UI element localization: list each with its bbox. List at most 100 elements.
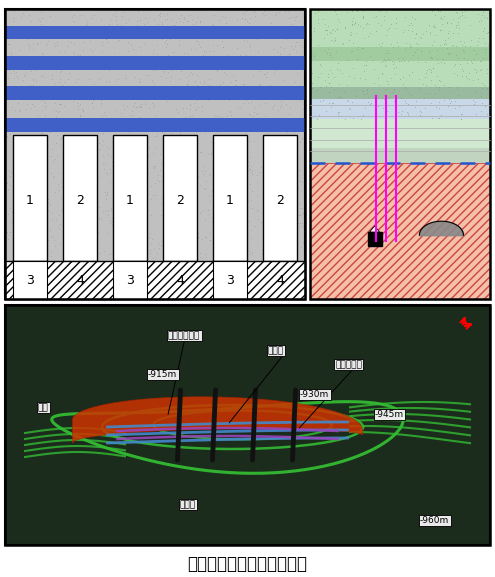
Point bbox=[420, 93, 428, 103]
Point bbox=[9, 66, 17, 76]
Point bbox=[194, 233, 202, 242]
Point bbox=[37, 38, 45, 47]
Point bbox=[65, 253, 73, 263]
Point bbox=[264, 124, 272, 133]
Point bbox=[288, 240, 296, 249]
Point bbox=[229, 193, 237, 203]
Point bbox=[411, 33, 419, 42]
Point bbox=[261, 200, 269, 209]
Point bbox=[34, 39, 42, 48]
Point bbox=[370, 13, 378, 22]
Point bbox=[261, 125, 269, 134]
Point bbox=[131, 287, 139, 297]
Text: 1: 1 bbox=[126, 194, 134, 207]
Point bbox=[414, 58, 422, 67]
Point bbox=[9, 148, 17, 158]
Point bbox=[179, 92, 187, 102]
Point bbox=[183, 178, 191, 188]
Point bbox=[297, 120, 305, 129]
Point bbox=[387, 73, 395, 83]
Point bbox=[296, 53, 304, 62]
Point bbox=[380, 91, 388, 100]
Point bbox=[273, 216, 281, 225]
Point bbox=[163, 96, 171, 105]
Point bbox=[16, 260, 24, 269]
Point bbox=[339, 38, 347, 47]
Point bbox=[243, 263, 251, 272]
Point bbox=[266, 81, 274, 90]
Point bbox=[47, 231, 55, 241]
Point bbox=[213, 40, 221, 49]
Point bbox=[241, 27, 249, 36]
Point bbox=[289, 258, 297, 267]
Point bbox=[22, 205, 30, 214]
Point bbox=[237, 81, 245, 91]
Bar bbox=[310, 119, 490, 148]
Point bbox=[190, 148, 198, 157]
Point bbox=[79, 107, 87, 116]
Point bbox=[104, 149, 112, 159]
Point bbox=[96, 144, 104, 153]
Point bbox=[68, 260, 76, 269]
Point bbox=[181, 113, 189, 122]
Point bbox=[146, 232, 153, 241]
Point bbox=[127, 28, 135, 38]
Point bbox=[382, 31, 390, 40]
Point bbox=[479, 7, 487, 16]
Point bbox=[73, 175, 81, 185]
Point bbox=[106, 168, 114, 178]
Point bbox=[35, 126, 43, 136]
Point bbox=[313, 114, 321, 123]
Point bbox=[291, 282, 299, 291]
Point bbox=[21, 160, 29, 169]
Point bbox=[269, 148, 277, 157]
Point bbox=[413, 44, 421, 54]
Point bbox=[20, 227, 28, 237]
Point bbox=[108, 221, 116, 230]
Point bbox=[101, 111, 109, 120]
Point bbox=[51, 242, 59, 251]
Point bbox=[126, 246, 134, 256]
Point bbox=[411, 102, 419, 111]
Point bbox=[432, 10, 440, 19]
Point bbox=[438, 110, 446, 119]
Point bbox=[298, 133, 306, 143]
Point bbox=[158, 127, 166, 136]
Point bbox=[233, 44, 241, 53]
Point bbox=[54, 210, 62, 219]
Point bbox=[165, 89, 173, 99]
Point bbox=[260, 145, 268, 154]
Text: 4: 4 bbox=[176, 273, 184, 287]
Point bbox=[278, 247, 286, 256]
Point bbox=[222, 51, 230, 61]
Point bbox=[292, 207, 300, 216]
Point bbox=[62, 293, 70, 302]
Point bbox=[210, 46, 218, 55]
Point bbox=[296, 264, 304, 273]
Point bbox=[194, 172, 201, 181]
Point bbox=[119, 100, 127, 109]
Point bbox=[87, 13, 95, 23]
Point bbox=[131, 191, 139, 200]
Point bbox=[307, 34, 315, 43]
Point bbox=[192, 140, 199, 149]
Point bbox=[150, 100, 158, 109]
Point bbox=[214, 84, 222, 93]
Point bbox=[267, 220, 275, 229]
Point bbox=[165, 153, 173, 163]
Point bbox=[121, 230, 129, 239]
Point bbox=[171, 138, 179, 148]
Point bbox=[245, 18, 252, 27]
Point bbox=[86, 44, 94, 54]
Point bbox=[384, 80, 392, 89]
Point bbox=[44, 132, 51, 141]
Point bbox=[481, 44, 489, 54]
Bar bbox=[310, 61, 490, 87]
Point bbox=[290, 54, 298, 63]
Point bbox=[434, 58, 442, 68]
Point bbox=[157, 89, 165, 99]
Point bbox=[200, 78, 208, 87]
Point bbox=[297, 211, 304, 220]
Point bbox=[454, 18, 462, 27]
Point bbox=[102, 207, 110, 216]
